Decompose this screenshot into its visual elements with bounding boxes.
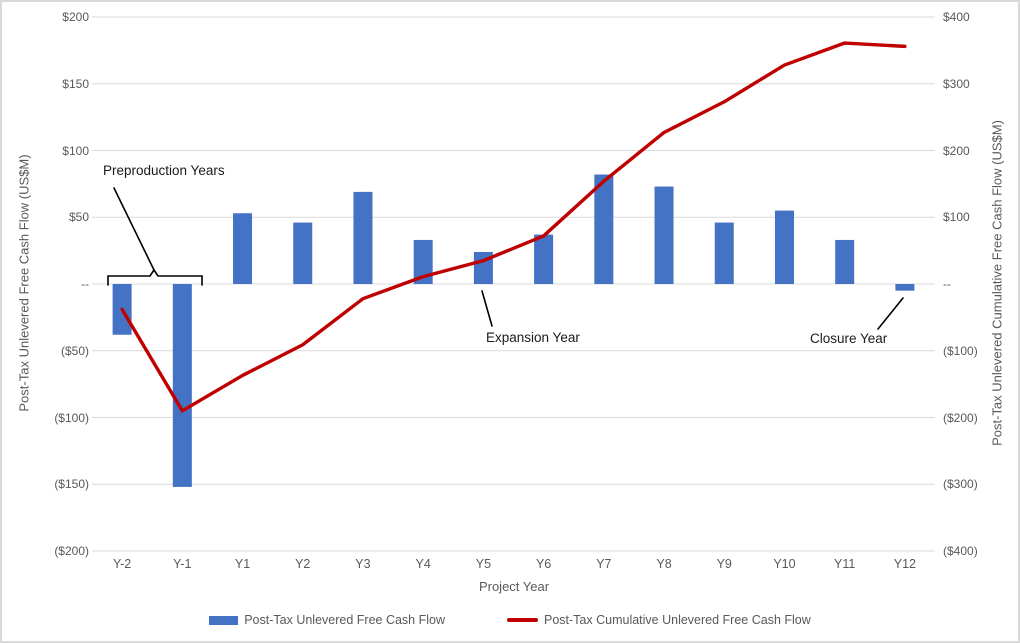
left-axis-tick: ($50) xyxy=(60,343,89,358)
legend-label-line-series: Post-Tax Cumulative Unlevered Free Cash … xyxy=(544,613,811,627)
bar-Y10 xyxy=(774,210,794,284)
left-axis-tick: $100 xyxy=(62,143,89,158)
x-axis-label-Y1: Y1 xyxy=(234,557,251,571)
left-axis-tick: -- xyxy=(81,277,89,291)
x-axis-label-Y4: Y4 xyxy=(415,557,431,571)
bar-Y4 xyxy=(413,239,433,284)
legend: Post-Tax Unlevered Free Cash Flow Post-T… xyxy=(2,613,1018,627)
bar-Y2 xyxy=(293,222,313,284)
x-axis-title: Project Year xyxy=(478,579,550,594)
bar-Y8 xyxy=(654,186,674,284)
right-axis-tick: $400 xyxy=(943,10,970,24)
left-axis-tick: ($100) xyxy=(54,410,89,425)
cumulative-line xyxy=(120,41,907,413)
left-axis-tick: $150 xyxy=(62,76,89,91)
bar-Y11 xyxy=(835,239,855,284)
closure-leader-line xyxy=(877,297,904,330)
preproduction-leader-line xyxy=(113,187,155,271)
right-axis-tick: ($400) xyxy=(943,544,978,558)
legend-label-bar-series: Post-Tax Unlevered Free Cash Flow xyxy=(244,613,445,627)
right-axis-tick: $100 xyxy=(943,210,970,225)
x-axis-label-Y3: Y3 xyxy=(355,557,371,571)
x-axis-label-Y8: Y8 xyxy=(656,557,672,571)
bar-Y12 xyxy=(895,284,915,291)
bar-Y3 xyxy=(353,191,373,284)
right-axis-tick: -- xyxy=(943,277,951,291)
left-axis-tick: $50 xyxy=(68,210,89,225)
bar-Y9 xyxy=(714,222,734,284)
bar-Y6 xyxy=(534,234,554,284)
x-axis-label-Y5: Y5 xyxy=(475,557,492,571)
right-axis-tick: $200 xyxy=(943,143,970,158)
bar-series-swatch-icon xyxy=(209,615,239,625)
bar-Y7 xyxy=(594,174,614,284)
x-axis-label-Y-2: Y-2 xyxy=(112,557,132,571)
legend-item-line-series: Post-Tax Cumulative Unlevered Free Cash … xyxy=(507,613,811,627)
right-axis-tick: ($300) xyxy=(943,477,978,492)
legend-item-bar-series: Post-Tax Unlevered Free Cash Flow xyxy=(209,613,445,627)
right-axis-tick: $300 xyxy=(943,76,970,91)
left-axis-tick: ($150) xyxy=(54,477,89,492)
left-axis-tick: ($200) xyxy=(54,544,89,558)
x-axis-label-Y7: Y7 xyxy=(596,557,612,571)
annotation-expansion-year: Expansion Year xyxy=(486,330,580,345)
left-axis-tick: $200 xyxy=(62,10,89,24)
x-axis-label-Y9: Y9 xyxy=(716,557,732,571)
preproduction-brace xyxy=(107,268,203,286)
expansion-leader-line xyxy=(481,290,493,327)
x-axis-label-Y12: Y12 xyxy=(893,557,917,571)
annotation-preproduction-years: Preproduction Years xyxy=(103,163,225,178)
x-axis-label-Y2: Y2 xyxy=(295,557,311,571)
right-axis-tick: ($100) xyxy=(943,343,978,358)
right-axis-tick: ($200) xyxy=(943,410,978,425)
x-axis-label-Y10: Y10 xyxy=(773,557,796,571)
line-series-swatch-icon xyxy=(507,618,538,622)
left-axis-title: Post-Tax Unlevered Free Cash Flow (US$M) xyxy=(16,154,32,412)
bar-Y-1 xyxy=(172,284,192,487)
annotation-closure-year: Closure Year xyxy=(810,331,888,346)
x-axis-label-Y11: Y11 xyxy=(834,557,856,571)
x-axis-label-Y-1: Y-1 xyxy=(173,557,192,571)
x-axis-label-Y6: Y6 xyxy=(535,557,552,571)
bar-Y1 xyxy=(233,213,253,284)
